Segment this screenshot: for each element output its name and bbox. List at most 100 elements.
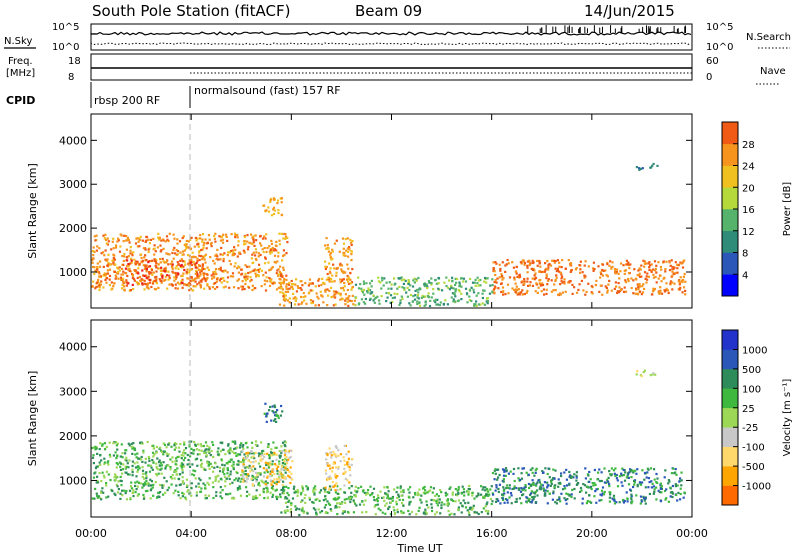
- data-cell: [286, 462, 289, 465]
- data-cell: [606, 291, 609, 294]
- data-cell: [132, 495, 135, 498]
- data-cell: [531, 471, 534, 474]
- data-cell: [150, 271, 153, 274]
- data-cell: [654, 269, 657, 272]
- data-cell: [122, 270, 125, 273]
- data-cell: [224, 285, 227, 288]
- data-cell: [290, 279, 293, 283]
- data-cell: [519, 478, 522, 481]
- data-cell: [254, 460, 257, 463]
- data-cell: [277, 477, 280, 480]
- data-cell: [608, 496, 611, 499]
- data-cell: [261, 237, 265, 240]
- data-cell: [195, 448, 199, 451]
- data-cell: [278, 239, 281, 242]
- velocity-colorbar-swatch: [722, 368, 738, 389]
- data-cell: [636, 485, 639, 488]
- data-cell: [382, 284, 385, 287]
- data-cell: [219, 239, 222, 242]
- data-cell: [254, 443, 258, 446]
- data-cell: [137, 457, 140, 460]
- data-cell: [582, 289, 585, 292]
- data-cell: [155, 270, 158, 273]
- data-cell: [311, 300, 315, 303]
- data-cell: [430, 503, 433, 506]
- data-cell: [619, 289, 623, 292]
- data-cell: [559, 283, 562, 286]
- data-cell: [144, 490, 148, 493]
- data-cell: [230, 233, 233, 236]
- data-cell: [150, 487, 153, 490]
- data-cell: [196, 464, 199, 467]
- data-cell: [269, 279, 272, 282]
- data-cell: [532, 483, 535, 486]
- data-cell: [421, 294, 424, 297]
- data-cell: [294, 296, 297, 299]
- data-cell: [129, 485, 133, 488]
- data-cell: [559, 500, 562, 503]
- data-cell: [142, 247, 145, 250]
- data-cell: [169, 466, 172, 469]
- data-cell: [601, 293, 604, 296]
- data-cell: [571, 283, 574, 286]
- data-cell: [346, 237, 349, 240]
- data-cell: [141, 278, 144, 281]
- data-cell: [360, 485, 363, 488]
- data-cell: [663, 476, 666, 479]
- data-cell: [269, 472, 272, 475]
- data-cell: [194, 443, 197, 446]
- data-cell: [271, 470, 274, 473]
- data-cell: [163, 450, 167, 453]
- data-cell: [550, 290, 553, 293]
- data-cell: [286, 491, 289, 494]
- data-cell: [479, 278, 482, 282]
- data-cell: [318, 277, 321, 281]
- data-cell: [680, 279, 683, 282]
- data-cell: [502, 290, 505, 293]
- data-cell: [464, 502, 467, 505]
- data-cell: [236, 471, 239, 475]
- data-cell: [138, 263, 141, 266]
- data-cell: [575, 479, 578, 482]
- x-tick-label: 12:00: [376, 527, 408, 540]
- data-cell: [174, 283, 177, 286]
- data-cell: [333, 242, 336, 245]
- data-cell: [135, 281, 138, 284]
- data-cell: [280, 404, 283, 408]
- data-cell: [433, 299, 436, 302]
- data-cell: [231, 249, 234, 252]
- data-cell: [354, 485, 357, 488]
- data-cell: [504, 474, 507, 477]
- data-cell: [618, 277, 621, 280]
- data-cell: [516, 275, 519, 278]
- data-cell: [140, 278, 143, 281]
- data-cell: [346, 247, 349, 250]
- data-cell: [407, 282, 410, 286]
- data-cell: [286, 287, 289, 291]
- data-cell: [454, 500, 457, 503]
- data-cell: [296, 285, 299, 288]
- data-cell: [303, 497, 306, 500]
- data-cell: [129, 252, 132, 255]
- data-cell: [560, 273, 563, 276]
- data-cell: [190, 263, 193, 267]
- data-cell: [328, 477, 331, 480]
- data-cell: [227, 251, 230, 254]
- data-cell: [94, 287, 97, 290]
- power-colorbar-swatch: [722, 252, 738, 275]
- data-cell: [220, 458, 223, 461]
- data-cell: [556, 267, 559, 270]
- data-cell: [590, 501, 593, 504]
- data-cell: [223, 252, 226, 255]
- data-cell: [448, 279, 451, 282]
- data-cell: [270, 451, 274, 455]
- data-cell: [180, 258, 183, 261]
- data-cell: [171, 284, 174, 287]
- data-cell: [100, 491, 103, 494]
- data-cell: [273, 406, 277, 409]
- data-cell: [250, 468, 254, 471]
- data-cell: [278, 243, 281, 246]
- data-cell: [434, 298, 437, 301]
- data-cell: [348, 468, 351, 471]
- data-cell: [408, 501, 411, 504]
